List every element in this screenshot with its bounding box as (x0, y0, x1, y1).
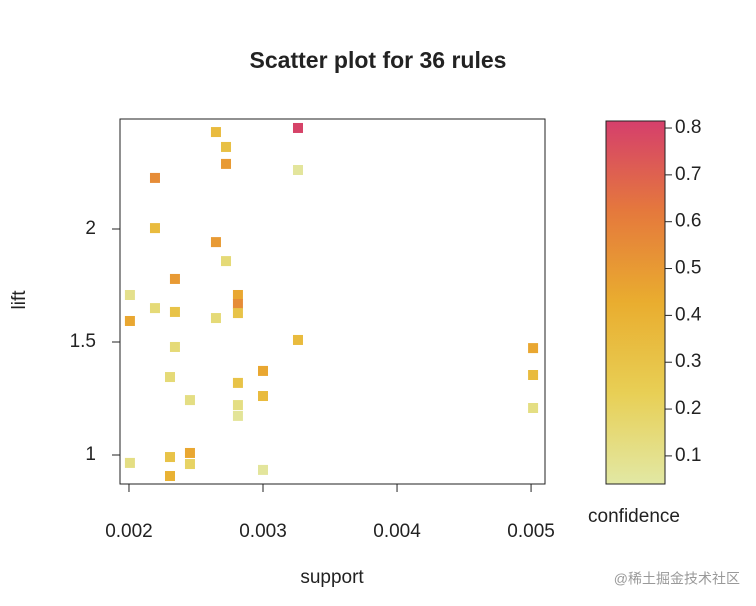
colorbar-tick-label: 0.5 (675, 258, 701, 279)
colorbar-tick-label: 0.4 (675, 304, 702, 325)
point (184, 395, 195, 406)
colorbar (605, 120, 666, 485)
colorbar-label: confidence (588, 506, 680, 527)
colorbar-tick-label: 0.2 (675, 398, 701, 419)
point (232, 410, 243, 421)
point (124, 289, 135, 300)
x-tick-label: 0.002 (105, 521, 153, 542)
point (164, 452, 175, 463)
colorbar-tick-label: 0.8 (675, 117, 701, 138)
point (149, 303, 160, 314)
colorbar-tick-label: 0.3 (675, 351, 701, 372)
point (292, 122, 303, 133)
y-tick-label: 2 (85, 218, 96, 239)
point (258, 365, 269, 376)
point (221, 256, 232, 267)
point (164, 372, 175, 383)
x-tick-label: 0.005 (507, 521, 555, 542)
point (292, 334, 303, 345)
x-tick-label: 0.003 (239, 521, 287, 542)
point (169, 306, 180, 317)
point (232, 400, 243, 411)
point (292, 165, 303, 176)
plot-frame (119, 118, 546, 485)
chart-title: Scatter plot for 36 rules (250, 47, 507, 73)
point (258, 464, 269, 475)
point (210, 127, 221, 138)
x-axis-label: support (300, 567, 364, 588)
y-axis-label: lift (9, 290, 30, 310)
point (232, 308, 243, 319)
colorbar-tick-label: 0.1 (675, 445, 701, 466)
point (232, 289, 243, 300)
point (124, 457, 135, 468)
point (149, 172, 160, 183)
point (210, 313, 221, 324)
point (528, 343, 539, 354)
point (528, 369, 539, 380)
point (221, 141, 232, 152)
point (221, 158, 232, 169)
point (210, 237, 221, 248)
point (169, 341, 180, 352)
point (149, 223, 160, 234)
point (164, 471, 175, 482)
point (124, 315, 135, 326)
x-tick-label: 0.004 (373, 521, 421, 542)
point (232, 377, 243, 388)
y-tick-label: 1 (85, 444, 96, 465)
colorbar-tick-label: 0.7 (675, 164, 701, 185)
y-tick-label: 1.5 (70, 331, 96, 352)
colorbar-tick-label: 0.6 (675, 211, 701, 232)
point (528, 402, 539, 413)
point (232, 299, 243, 310)
watermark: @稀土掘金技术社区 (614, 571, 740, 587)
point (184, 459, 195, 470)
point (184, 447, 195, 458)
point (169, 273, 180, 284)
point (258, 391, 269, 402)
